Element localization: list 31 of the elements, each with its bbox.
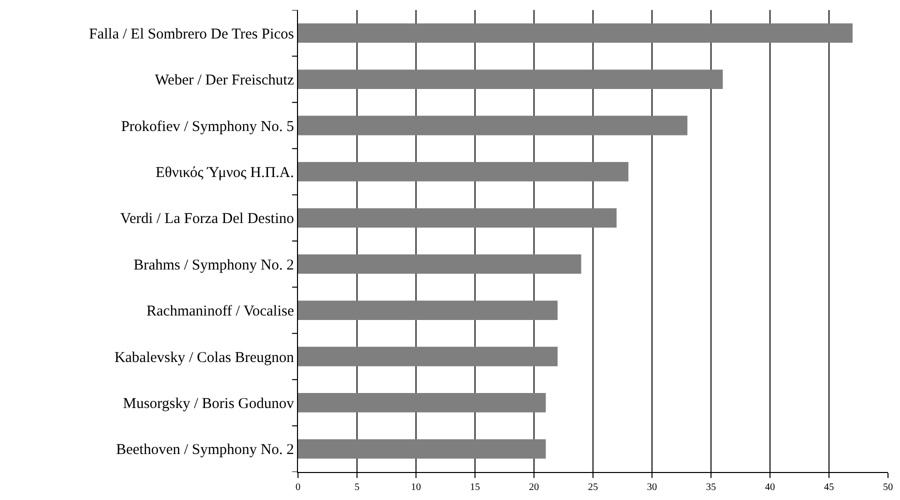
- y-tick-label: Beethoven / Symphony No. 2: [116, 442, 294, 458]
- x-tick-label: 35: [706, 482, 716, 493]
- bar: [298, 208, 617, 228]
- x-tick-label: 5: [354, 482, 360, 493]
- y-tick-label: Εθνικός Ύμνος Η.Π.Α.: [156, 164, 294, 181]
- x-tick-label: 50: [883, 482, 893, 493]
- bar: [298, 116, 688, 136]
- y-tick-label: Musorgsky / Boris Godunov: [123, 396, 294, 412]
- x-tick-label: 45: [824, 482, 834, 493]
- x-tick-label: 25: [588, 482, 598, 493]
- y-tick-label: Weber / Der Freischutz: [154, 72, 294, 89]
- bar: [298, 70, 723, 89]
- bar: [298, 346, 558, 366]
- x-tick-label: 30: [647, 482, 657, 493]
- bar: [298, 300, 558, 320]
- y-tick-label: Prokofiev / Symphony No. 5: [121, 118, 294, 135]
- bar: [298, 439, 546, 459]
- bar: [298, 254, 582, 274]
- y-tick-label: Brahms / Symphony No. 2: [134, 257, 294, 274]
- y-tick-label: Falla / El Sombrero De Tres Picos: [89, 26, 294, 42]
- x-tick-label: 15: [470, 482, 480, 493]
- y-tick-label: Kabalevsky / Colas Breugnon: [114, 350, 294, 366]
- x-tick-label: 40: [765, 482, 775, 493]
- x-tick-label: 10: [411, 482, 421, 493]
- y-tick-label: Rachmaninoff / Vocalise: [146, 304, 294, 320]
- x-tick-label: 0: [296, 482, 300, 493]
- x-tick-label: 20: [529, 482, 539, 493]
- bar: [298, 162, 628, 182]
- y-tick-label: Verdi / La Forza Del Destino: [120, 211, 294, 228]
- bar: [298, 393, 546, 412]
- bar: [298, 23, 853, 43]
